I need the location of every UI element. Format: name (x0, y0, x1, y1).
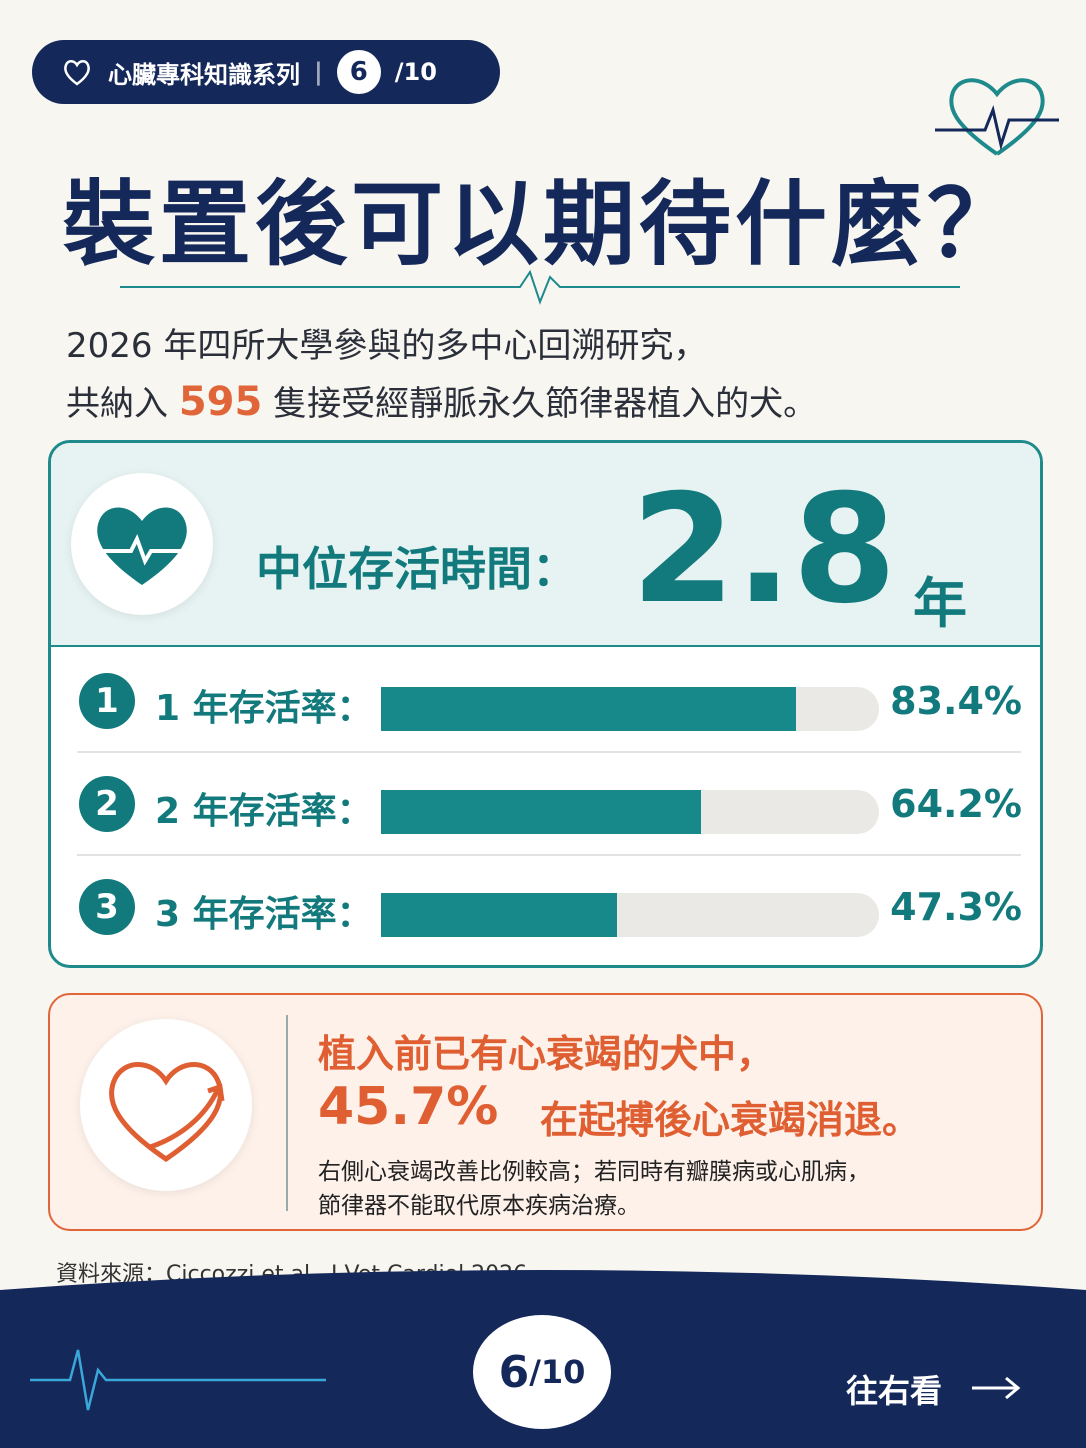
heart-arrow-icon (109, 1062, 225, 1163)
divider (286, 1015, 288, 1211)
row-index: 2 (79, 776, 135, 832)
survival-row: 3 3 年存活率： 47.3% (51, 855, 1040, 957)
divider-pulse (120, 269, 960, 305)
intro-text: 共納入 (66, 384, 179, 424)
series-badge: 心臟專科知識系列 | 6 /10 (32, 40, 500, 104)
divider: | (314, 58, 323, 86)
next-link[interactable]: 往右看 (846, 1372, 943, 1410)
hf-note: 右側心衰竭改善比例較高；若同時有瓣膜病或心肌病， 節律器不能取代原本疾病治療。 (318, 1155, 870, 1223)
bar (381, 687, 797, 731)
note-line: 節律器不能取代原本疾病治療。 (318, 1193, 640, 1219)
survival-row: 1 1 年存活率： 83.4% (51, 649, 1040, 751)
intro-line: 2026 年四所大學參與的多中心回溯研究， (66, 326, 708, 366)
footer-page: 6 (498, 1346, 530, 1398)
intro: 2026 年四所大學參與的多中心回溯研究， 共納入 595 隻接受經靜脈永久節律… (66, 318, 817, 432)
heart-icon (97, 507, 187, 585)
hf-line: 在起搏後心衰竭消退。 (540, 1098, 921, 1142)
survival-row: 2 2 年存活率： 64.2% (51, 752, 1040, 854)
row-label: 2 年存活率： (155, 791, 373, 832)
value-label: 83.4% (890, 679, 1022, 723)
footer-total: /10 (529, 1353, 586, 1391)
median-panel: 中位存活時間： 2.8 年 (51, 443, 1040, 647)
icon-circle (71, 473, 213, 615)
hf-percent: 45.7% (318, 1077, 499, 1137)
heart-logo (935, 78, 1059, 156)
intro-text: 隻接受經靜脈永久節律器植入的犬。 (262, 384, 818, 424)
row-label: 1 年存活率： (155, 688, 373, 729)
value-label: 64.2% (890, 782, 1022, 826)
badge-icon (64, 60, 90, 86)
page-total: /10 (394, 58, 437, 86)
title: 裝置後可以期待什麼？ (62, 171, 1023, 278)
icon-circle (80, 1019, 252, 1191)
bar-track (381, 893, 879, 937)
hf-line: 植入前已有心衰竭的犬中， (318, 1032, 775, 1076)
row-label: 3 年存活率： (155, 894, 373, 935)
bar-track (381, 687, 879, 731)
bar (381, 790, 701, 834)
count: 595 (178, 379, 263, 425)
bar-track (381, 790, 879, 834)
value-label: 47.3% (890, 885, 1022, 929)
footer-page-badge: 6/10 (470, 1312, 614, 1432)
row-separator (77, 854, 1021, 856)
row-index: 3 (79, 879, 135, 935)
median-unit: 年 (913, 572, 967, 635)
note-line: 右側心衰竭改善比例較高；若同時有瓣膜病或心肌病， (318, 1159, 870, 1185)
page-number: 6 (336, 50, 381, 94)
survival-card: 中位存活時間： 2.8 年 1 1 年存活率： 83.4% 2 2 年存活率： 64.2%… (48, 440, 1043, 968)
bar (381, 893, 617, 937)
median-value: 2.8 (631, 463, 897, 637)
heart-failure-card: 植入前已有心衰竭的犬中， 45.7% 在起搏後心衰竭消退。 右側心衰竭改善比例較… (48, 993, 1043, 1231)
median-label: 中位存活時間： (256, 542, 578, 596)
series-name: 心臟專科知識系列 (108, 60, 300, 89)
row-index: 1 (79, 673, 135, 729)
row-separator (77, 751, 1021, 753)
